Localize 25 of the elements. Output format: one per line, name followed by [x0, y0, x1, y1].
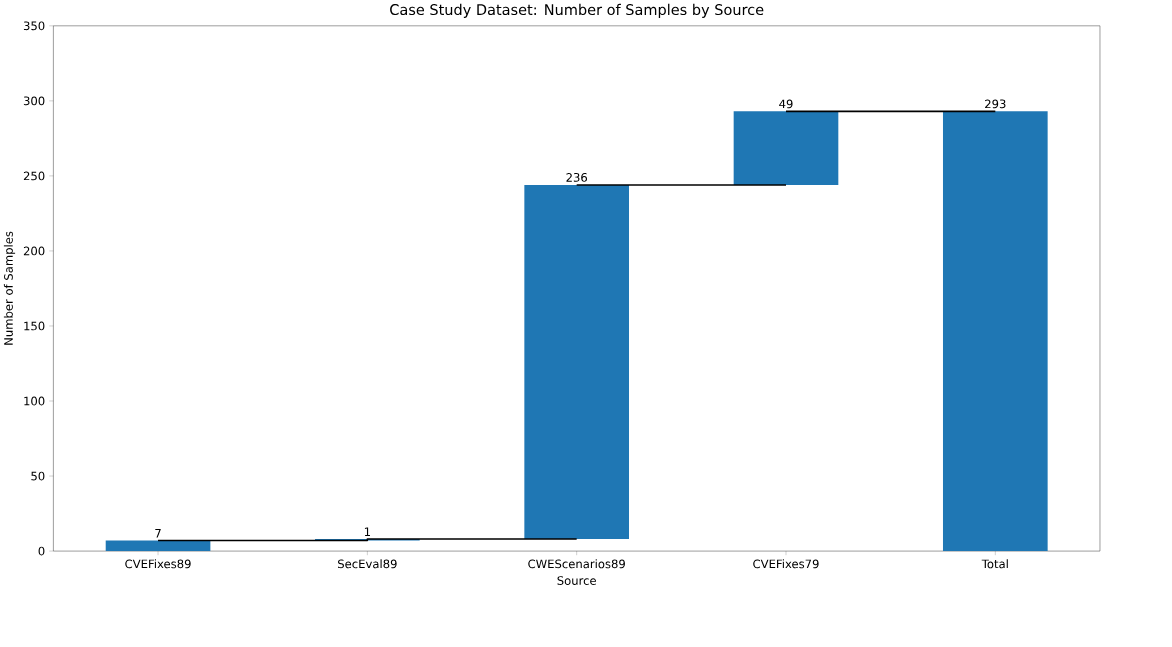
data-label: 49	[779, 99, 793, 109]
y-tick-label: 350	[23, 21, 45, 31]
y-tick-label: 150	[24, 321, 45, 331]
x-tick-label: SecEval89	[338, 559, 397, 569]
bar	[524, 184, 630, 540]
y-tick-label: 300	[23, 96, 45, 106]
x-tick-label: Total	[981, 559, 1008, 569]
x-axis-title: Source	[557, 576, 597, 585]
chart-title: Case Study Dataset: Number of Samples by Source	[390, 3, 764, 18]
y-tick-label: 0	[38, 546, 45, 556]
data-label: 236	[566, 172, 588, 182]
x-tick-label: CVEFixes79	[753, 559, 819, 569]
y-tick-label: 50	[31, 471, 45, 481]
data-label: 293	[985, 99, 1006, 109]
x-tick-label: CWEScenarios89	[528, 559, 625, 569]
y-tick-label: 250	[23, 171, 45, 181]
data-label: 7	[155, 528, 161, 538]
bar	[733, 111, 839, 185]
bar	[942, 111, 1048, 552]
y-tick-label: 200	[23, 246, 45, 256]
y-tick-label: 100	[24, 396, 45, 406]
y-axis-title: Number of Samples	[3, 231, 16, 345]
x-tick-label: CVEFixes89	[125, 559, 191, 569]
bar	[105, 540, 211, 552]
data-label: 1	[364, 527, 370, 536]
